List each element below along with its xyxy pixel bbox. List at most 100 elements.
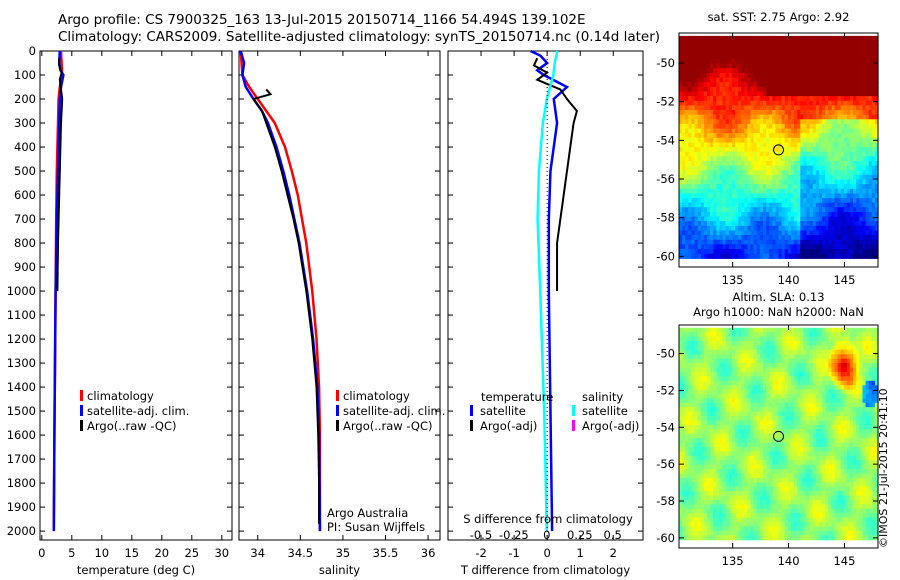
- map-cell: [685, 123, 689, 130]
- map-cell: [778, 249, 783, 255]
- map-cell: [865, 54, 870, 60]
- map-cell: [738, 35, 742, 42]
- map-cell: [859, 398, 863, 404]
- map-cell: [682, 49, 686, 55]
- map-cell: [818, 45, 823, 51]
- map-cell: [853, 137, 857, 143]
- map-cell: [794, 100, 798, 106]
- map-cell: [787, 188, 792, 194]
- map-cell: [744, 345, 748, 351]
- map-cell: [806, 161, 811, 167]
- map-cell: [710, 119, 714, 125]
- map-cell: [846, 402, 851, 408]
- map-cell: [822, 165, 826, 171]
- map-cell: [834, 35, 839, 42]
- map-cell: [831, 105, 836, 111]
- map-cell: [846, 45, 851, 51]
- map-cell: [700, 358, 705, 364]
- map-cell: [697, 411, 702, 417]
- map-cell: [809, 170, 814, 176]
- map-cell: [784, 385, 789, 391]
- map-cell: [747, 336, 752, 342]
- map-cell: [735, 398, 739, 404]
- map-cell: [775, 73, 780, 79]
- map-cell: [775, 63, 780, 69]
- map-cell: [679, 40, 683, 46]
- map-cell: [738, 363, 742, 369]
- map-cell: [843, 332, 848, 338]
- map-cell: [763, 249, 767, 255]
- map-cell: [688, 363, 692, 369]
- map-cell: [871, 354, 876, 360]
- map-cell: [797, 212, 801, 218]
- map-cell: [853, 151, 857, 157]
- map-cell: [846, 221, 851, 227]
- map-cell: [719, 49, 724, 55]
- map-cell: [747, 207, 752, 213]
- map-cell: [784, 420, 789, 426]
- map-cell: [679, 438, 683, 444]
- map-cell: [725, 119, 730, 125]
- map-cell: [688, 142, 692, 148]
- y-tick-label: -58: [656, 211, 675, 225]
- map-cell: [818, 253, 823, 259]
- map-cell: [846, 235, 851, 241]
- map-cell: [679, 174, 683, 181]
- map-cell: [800, 225, 804, 232]
- x-axis-label: salinity: [319, 563, 360, 577]
- map-cell: [800, 174, 804, 181]
- map-cell: [803, 137, 808, 143]
- map-cell: [735, 170, 739, 176]
- map-cell: [769, 341, 773, 346]
- map-cell: [874, 216, 879, 222]
- map-cell: [719, 63, 724, 69]
- map-cell: [707, 184, 711, 190]
- map-cell: [862, 174, 867, 181]
- map-cell: [865, 416, 870, 422]
- map-cell: [865, 142, 870, 148]
- map-cell: [766, 336, 770, 342]
- map-cell: [781, 376, 786, 382]
- map-cell: [784, 161, 789, 167]
- map-cell: [713, 398, 717, 404]
- map-cell: [843, 358, 848, 364]
- map-cell: [691, 367, 696, 373]
- map-cell: [707, 40, 711, 46]
- map-cell: [766, 349, 770, 355]
- map-cell: [697, 40, 702, 46]
- map-cell: [685, 133, 689, 139]
- map-cell: [797, 438, 801, 444]
- map-cell: [825, 394, 829, 399]
- map-cell: [679, 341, 683, 346]
- map-cell: [728, 86, 733, 93]
- map-cell: [731, 230, 736, 236]
- map-cell: [719, 341, 724, 346]
- map-cell: [862, 73, 867, 79]
- map-cell: [846, 174, 851, 181]
- map-cell: [722, 216, 727, 222]
- map-cell: [700, 147, 705, 153]
- map-cell: [713, 376, 717, 382]
- map-cell: [868, 86, 873, 93]
- map-cell: [825, 68, 829, 74]
- map-cell: [846, 385, 851, 391]
- map-cell: [800, 193, 804, 199]
- map-cell: [837, 367, 842, 373]
- map-cell: [759, 438, 764, 444]
- map-cell: [837, 77, 842, 83]
- map-cell: [818, 137, 823, 143]
- map-cell: [856, 345, 860, 351]
- map-cell: [769, 123, 773, 130]
- map-cell: [868, 40, 873, 46]
- map-cell: [822, 402, 826, 408]
- map-cell: [728, 188, 733, 194]
- map-cell: [850, 105, 854, 111]
- map-cell: [818, 380, 823, 386]
- map-cell: [818, 165, 823, 171]
- map-cell: [865, 253, 870, 259]
- map-cell: [728, 230, 733, 236]
- map-cell: [697, 45, 702, 51]
- map-cell: [700, 86, 705, 93]
- map-cell: [868, 216, 873, 222]
- map-cell: [747, 380, 752, 386]
